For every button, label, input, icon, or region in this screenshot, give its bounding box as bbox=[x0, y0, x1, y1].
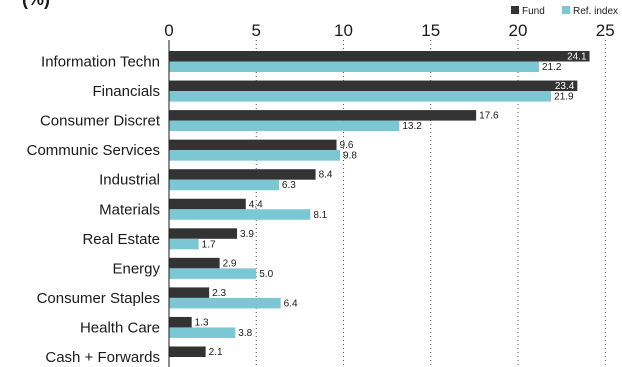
data-label: 24.1 bbox=[567, 52, 587, 63]
x-axis-ticks: 0 5 10 15 20 25 bbox=[164, 21, 614, 40]
fund-bar bbox=[169, 228, 238, 239]
data-label: 6.3 bbox=[282, 180, 296, 191]
ref-index-bar bbox=[169, 61, 539, 72]
x-tick-label: 20 bbox=[509, 21, 528, 40]
fund-bar bbox=[169, 316, 192, 328]
category-label: Industrial bbox=[99, 172, 160, 189]
data-label: 2.9 bbox=[223, 258, 237, 269]
category-label: Information Techn bbox=[41, 54, 160, 71]
legend: Fund Ref. index bbox=[511, 6, 618, 17]
ref-index-bar bbox=[169, 179, 279, 191]
data-label: 3.9 bbox=[240, 229, 254, 240]
fund-bar bbox=[169, 110, 477, 121]
x-tick-label: 10 bbox=[334, 21, 353, 40]
data-label: 6.4 bbox=[284, 298, 298, 309]
data-label: 1.7 bbox=[202, 239, 216, 250]
ref-index-bar bbox=[169, 327, 236, 338]
ref-index-bar bbox=[169, 238, 199, 250]
fund-bar bbox=[169, 287, 210, 298]
ref-index-bar bbox=[169, 268, 257, 279]
x-tick-label: 0 bbox=[164, 21, 173, 40]
ref-index-bar bbox=[169, 297, 281, 309]
category-labels: Information Techn Financials Consumer Disc… bbox=[27, 54, 161, 367]
category-label: Materials bbox=[99, 201, 160, 218]
chart-title-fragment: (%) bbox=[22, 0, 50, 9]
x-tick-label: 15 bbox=[421, 21, 440, 40]
category-label: Communic Services bbox=[27, 142, 160, 159]
x-tick-label: 25 bbox=[596, 21, 615, 40]
fund-bar bbox=[169, 198, 246, 210]
ref-index-bar bbox=[169, 150, 341, 161]
data-label: 2.1 bbox=[209, 347, 223, 358]
data-label: 4.4 bbox=[249, 199, 263, 210]
category-label: Consumer Discret bbox=[40, 113, 161, 130]
data-label: 3.8 bbox=[238, 328, 252, 339]
fund-bar bbox=[169, 257, 220, 269]
legend-swatch-fund bbox=[511, 6, 519, 14]
data-label: 9.8 bbox=[343, 151, 357, 162]
data-label: 8.4 bbox=[319, 170, 333, 181]
ref-index-bar bbox=[169, 120, 400, 132]
data-label: 23.4 bbox=[555, 81, 575, 92]
data-label: 9.6 bbox=[340, 140, 354, 151]
fund-bar bbox=[169, 51, 590, 62]
fund-bar bbox=[169, 139, 337, 151]
fund-bar bbox=[169, 80, 578, 92]
fund-bar bbox=[169, 346, 206, 357]
data-label: 13.2 bbox=[402, 121, 422, 132]
ref-index-bar bbox=[169, 91, 552, 102]
legend-swatch-ref-index bbox=[562, 6, 570, 14]
category-label: Financials bbox=[92, 83, 160, 100]
data-label: 5.0 bbox=[259, 269, 273, 280]
legend-label-fund: Fund bbox=[522, 6, 545, 17]
category-label: Health Care bbox=[80, 319, 160, 336]
data-label: 21.2 bbox=[542, 62, 562, 73]
bars: 24.1 21.2 23.421.9 17.6 13.2 9.69.8 8.4 6.3 4.4 8… bbox=[169, 51, 590, 358]
data-label: 1.3 bbox=[195, 317, 209, 328]
grid-lines bbox=[255, 40, 606, 367]
fund-bar bbox=[169, 169, 316, 180]
data-label: 17.6 bbox=[479, 111, 499, 122]
data-label: 2.3 bbox=[212, 288, 226, 299]
legend-label-ref-index: Ref. index bbox=[573, 6, 618, 17]
category-label: Cash + Forwards bbox=[45, 349, 160, 366]
category-label: Consumer Staples bbox=[37, 290, 160, 307]
x-tick-label: 5 bbox=[252, 21, 261, 40]
data-label: 8.1 bbox=[313, 210, 327, 221]
category-label: Energy bbox=[112, 260, 160, 277]
data-label: 21.9 bbox=[554, 92, 574, 103]
ref-index-bar bbox=[169, 209, 311, 220]
category-label: Real Estate bbox=[82, 231, 160, 248]
